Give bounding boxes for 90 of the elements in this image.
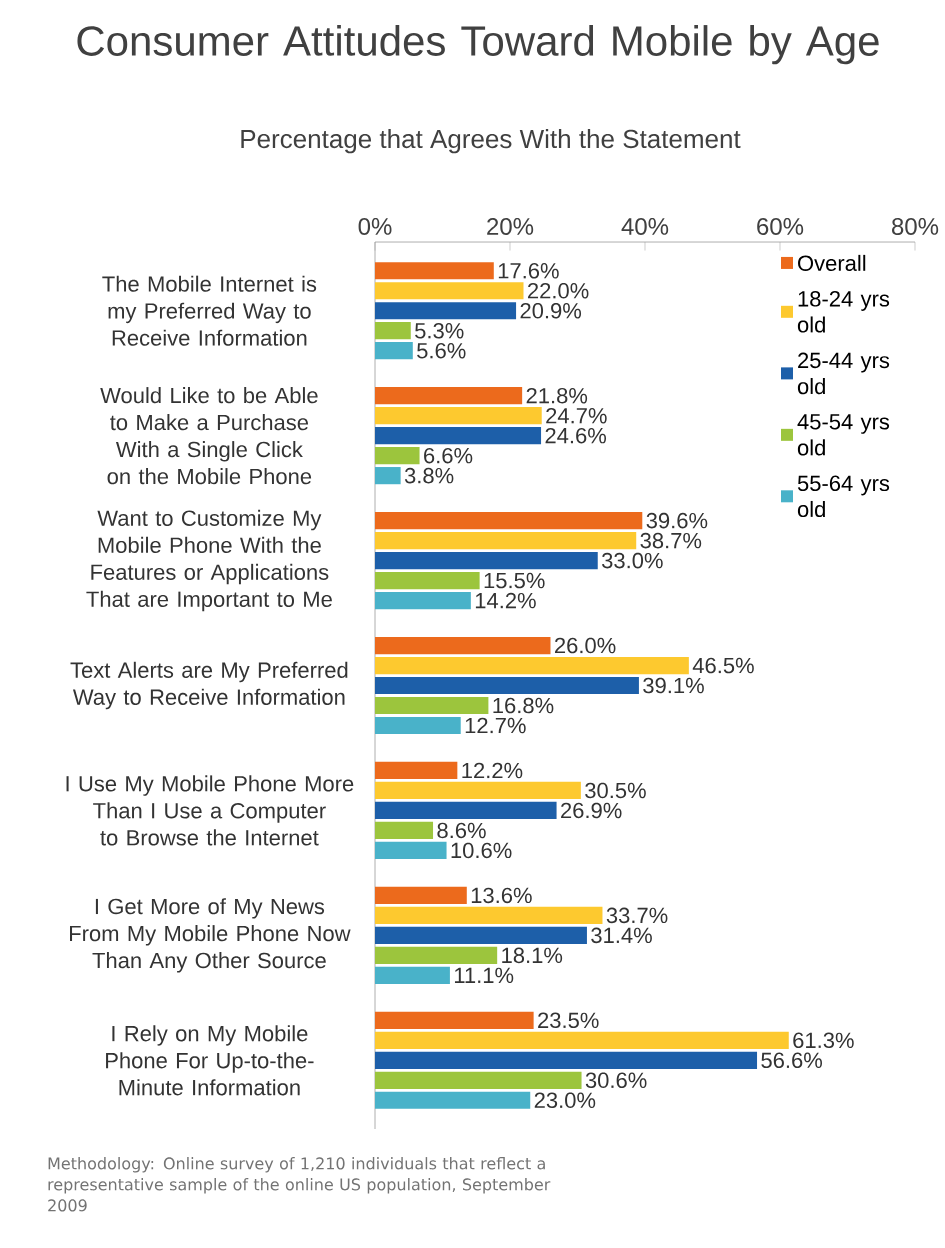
- y-tick-label: I Get More of My News From My Mobile Phone Now Than Any Other Source: [70, 898, 351, 973]
- bar: [375, 342, 413, 360]
- bar: [375, 946, 498, 964]
- bar: [375, 467, 401, 485]
- data-label: 16.8%: [493, 697, 554, 714]
- bar: [375, 571, 480, 590]
- data-label: 30.5%: [585, 782, 646, 799]
- bar: [375, 322, 411, 340]
- y-tick-label: Would Like to be Able to Make a Purchase With a Single Click on the Mobile Phone: [100, 387, 318, 485]
- bar: [375, 447, 420, 465]
- legend-label: 25-44 yrs old: [797, 352, 890, 395]
- y-tick-label: I Use My Mobile Phone More Than I Use a Computer to Browse the Internet: [66, 775, 354, 846]
- data-label: 33.0%: [601, 552, 663, 569]
- legend-label: 45-54 yrs old: [797, 414, 890, 456]
- data-label: 31.4%: [591, 927, 652, 944]
- legend-label: 18-24 yrs old: [797, 291, 890, 333]
- data-label: 12.2%: [462, 762, 523, 779]
- data-label: 5.6%: [417, 342, 466, 359]
- data-label: 20.9%: [520, 302, 582, 319]
- y-tick-label: I Rely on My Mobile Phone For Up-to-the-Minute Information: [106, 1025, 314, 1096]
- data-label: 38.7%: [640, 532, 702, 549]
- bar: [375, 656, 689, 675]
- bar: [375, 427, 542, 445]
- y-tick-label: The Mobile Internet is my Preferred Way to Receive Information: [102, 275, 317, 346]
- x-tick-label: 40%: [621, 217, 669, 235]
- bar: [375, 781, 581, 800]
- bar: [375, 801, 557, 820]
- bar: [375, 531, 637, 550]
- bar: [375, 926, 587, 944]
- bar: [375, 676, 639, 695]
- data-label: 8.6%: [437, 822, 486, 839]
- data-label: 26.0%: [554, 637, 616, 654]
- data-label: 10.6%: [451, 842, 512, 859]
- bar: [375, 906, 603, 924]
- data-label: 46.5%: [692, 657, 754, 674]
- bar: [375, 591, 471, 610]
- data-label: 26.9%: [561, 802, 622, 819]
- bar: [375, 886, 467, 904]
- data-label: 21.8%: [526, 387, 588, 404]
- data-label: 18.1%: [502, 947, 563, 964]
- bar: [375, 761, 458, 780]
- data-label: 11.1%: [454, 967, 514, 984]
- data-label: 30.6%: [585, 1072, 647, 1089]
- y-tick-label: Want to Customize My Mobile Phone With the Features or Applications That are Important to Me: [86, 509, 332, 612]
- x-tick-label: 60%: [757, 217, 804, 235]
- bar: [375, 512, 643, 530]
- chart-title: Consumer Attitudes Toward Mobile by Age: [77, 25, 879, 65]
- data-label: 23.5%: [538, 1012, 599, 1029]
- data-label: 15.5%: [484, 572, 545, 589]
- x-tick-label: 80%: [892, 217, 939, 235]
- data-label: 12.7%: [465, 717, 526, 734]
- data-label: 56.6%: [761, 1052, 823, 1069]
- bar: [375, 841, 447, 860]
- bar: [375, 387, 523, 405]
- legend-label: Overall: [798, 254, 866, 272]
- data-label: 23.0%: [534, 1092, 596, 1109]
- bar: [375, 302, 517, 320]
- x-tick-label: 0%: [358, 217, 392, 235]
- data-label: 61.3%: [793, 1032, 854, 1049]
- bar: [375, 1071, 582, 1089]
- data-label: 14.2%: [475, 592, 536, 609]
- bar: [375, 821, 434, 840]
- bar: [375, 716, 461, 735]
- bar: [375, 1091, 531, 1109]
- bar: [375, 636, 551, 655]
- data-label: 39.1%: [643, 677, 704, 694]
- bar: [375, 696, 489, 715]
- data-label: 22.0%: [527, 282, 589, 299]
- chart-subtitle: Percentage that Agrees With the Statement: [241, 129, 741, 154]
- bar: [375, 551, 598, 570]
- data-label: 24.6%: [545, 427, 607, 444]
- data-label: 13.6%: [471, 887, 532, 904]
- bar: [375, 262, 494, 280]
- bar: [375, 282, 524, 300]
- data-label: 33.7%: [606, 907, 668, 924]
- x-tick-label: 20%: [487, 217, 534, 235]
- text: Methodology: Online survey of 1,210 individuals that reflect a representative sample of the online US population, September 2009: [48, 1157, 551, 1212]
- bar: [375, 1031, 789, 1049]
- y-tick-label: Text Alerts are My Preferred Way to Receive Information: [70, 661, 348, 710]
- bar: [375, 407, 542, 425]
- bar: [375, 1011, 534, 1029]
- bar: [375, 1051, 758, 1069]
- bar: [375, 966, 450, 984]
- data-label: 39.6%: [646, 512, 708, 529]
- legend-label: 55-64 yrs old: [797, 475, 890, 518]
- data-label: 5.3%: [415, 322, 464, 339]
- data-label: 17.6%: [498, 262, 559, 279]
- data-label: 24.7%: [546, 407, 607, 424]
- data-label: 3.8%: [404, 467, 454, 484]
- data-label: 6.6%: [424, 447, 473, 464]
